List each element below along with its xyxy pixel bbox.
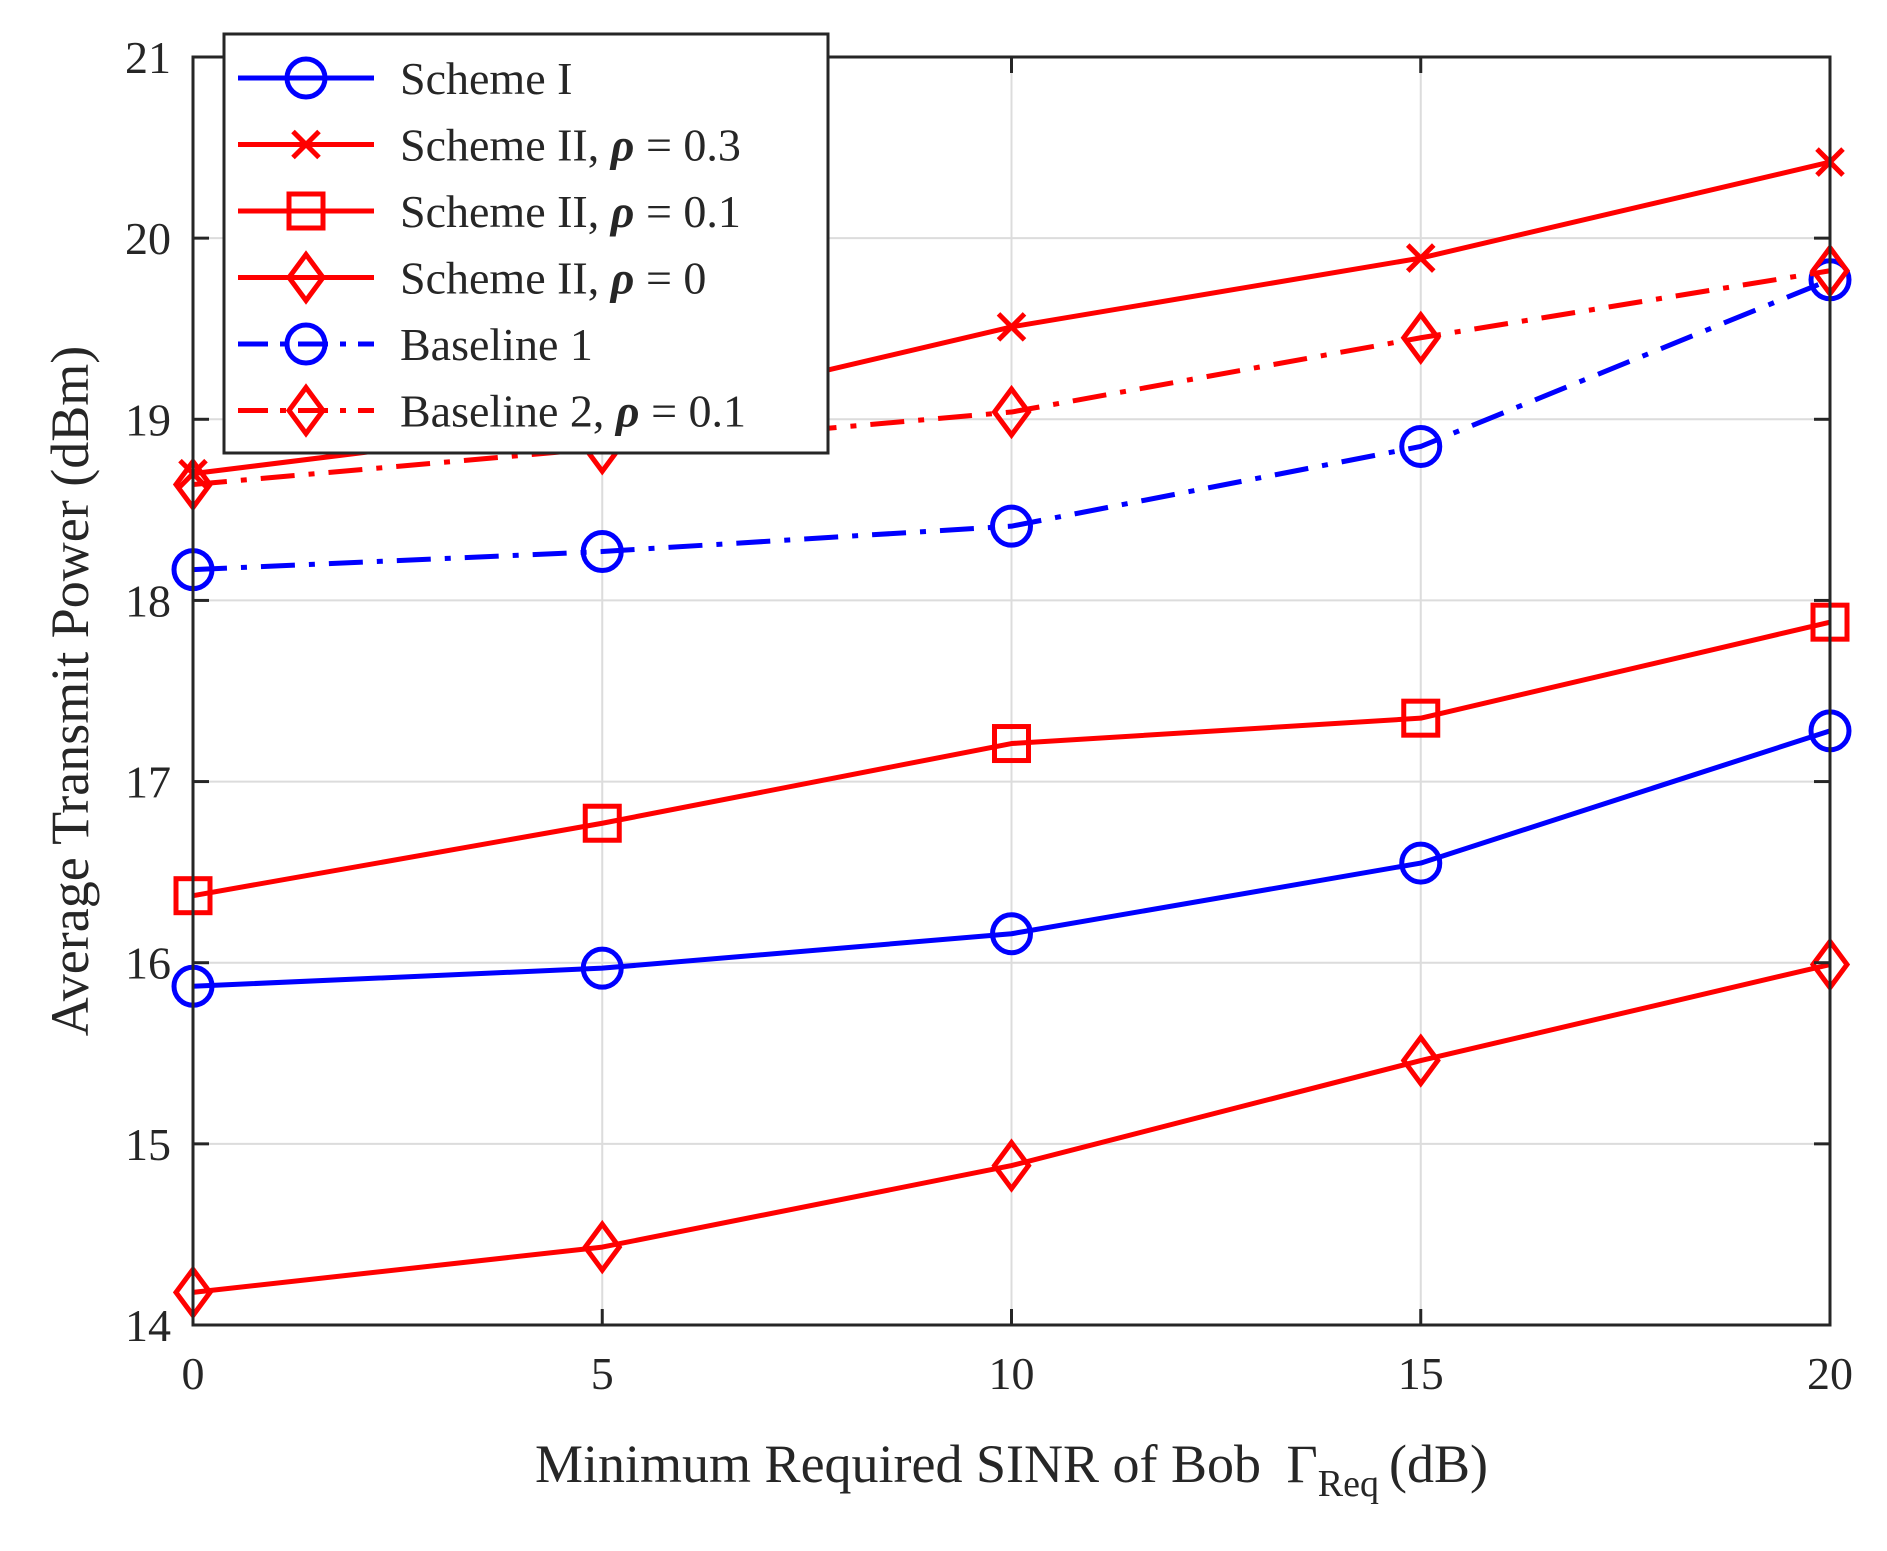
legend-label-symbol-5: ρ [614,386,640,437]
series-4-point-3 [1399,424,1443,468]
y-tick-label-0: 14 [125,1300,171,1351]
legend-swatch-marker-5 [285,383,327,438]
y-tick-label-5: 19 [125,394,171,445]
series-1-point-3 [1405,243,1436,273]
legend-label-0: Scheme I [400,53,572,104]
legend-item-4: Baseline 1 [238,319,593,370]
series-1-point-2 [996,312,1027,342]
legend-label-suffix-5: = 0.1 [640,386,746,437]
x-axis-label-unit: (dB) [1389,1434,1488,1494]
y-axis-label: Average Transmit Power (dBm) [40,346,100,1036]
legend-label-suffix-2: = 0.1 [634,186,740,237]
legend-swatch-marker-4 [284,322,328,366]
series-4-point-1 [580,530,624,574]
x-tick-label-0: 0 [182,1348,205,1399]
legend-label-4: Baseline 1 [400,319,593,370]
series-2-point-1 [582,803,622,843]
legend-label-prefix-3: Scheme II, [400,253,611,304]
legend-item-1: Scheme II, ρ = 0.3 [238,120,741,171]
legend-label-5: Baseline 2, ρ = 0.1 [400,386,746,437]
y-tick-label-2: 16 [125,938,171,989]
y-tick-label-1: 15 [125,1119,171,1170]
legend-label-suffix-1: = 0.3 [634,120,740,171]
series-5-line [192,268,1831,487]
series-3-point-3 [1400,1033,1441,1088]
legend-item-3: Scheme II, ρ = 0 [238,250,706,305]
x-tick-label-2: 10 [989,1348,1035,1399]
legend-label-symbol-3: ρ [609,253,635,304]
series-2-line [192,619,1831,899]
axis-ticks: 0 5 10 15 20 14 15 16 17 18 19 20 21 [125,32,1853,1399]
series-0-point-3 [1399,841,1443,885]
y-tick-label-6: 20 [125,213,171,264]
x-tick-label-1: 5 [591,1348,614,1399]
x-axis-label-subscript: Req [1318,1463,1379,1505]
legend-swatch-marker-0 [284,56,328,100]
series-3-line [192,962,1831,1295]
legend-swatch-marker-2 [286,191,326,231]
legend-box [222,32,830,455]
series-5 [172,243,1851,512]
legend-label-prefix-5: Baseline 2, [400,386,616,437]
series-5-point-3 [1400,310,1441,365]
x-tick-label-3: 15 [1398,1348,1444,1399]
series-0-line [192,728,1831,989]
legend-label-prefix-1: Scheme II, [400,120,611,171]
legend-label-prefix-4: Baseline 1 [400,319,593,370]
y-tick-label-7: 21 [125,32,171,83]
series-2-point-3 [1401,698,1441,738]
legend-label-3: Scheme II, ρ = 0 [400,253,706,304]
legend-label-symbol-2: ρ [609,186,635,237]
legend-label-2: Scheme II, ρ = 0.1 [400,186,741,237]
series-4-line [192,277,1831,573]
series-5-point-2 [991,384,1032,440]
legend-item-5: Baseline 2, ρ = 0.1 [238,383,746,438]
y-tick-label-3: 17 [125,757,171,808]
legend-label-1: Scheme II, ρ = 0.3 [400,120,741,171]
series-3-point-1 [582,1219,623,1275]
x-axis-label-text: Minimum Required SINR of Bob [535,1434,1261,1494]
plot-series [171,147,1852,1320]
legend-swatch-marker-3 [285,250,327,305]
series-3-point-2 [991,1138,1032,1193]
legend-swatch-marker-1 [291,129,321,160]
legend-item-0: Scheme I [238,53,572,104]
legend-label-prefix-2: Scheme II, [400,186,611,237]
x-tick-label-4: 20 [1807,1348,1853,1399]
x-axis-label-symbol: Γ [1287,1434,1318,1494]
legend-item-2: Scheme II, ρ = 0.1 [238,186,741,237]
series-4-point-2 [990,504,1033,548]
x-axis-label: Minimum Required SINR of Bob ΓReq (dB) [535,1434,1488,1505]
legend-label-symbol-1: ρ [609,120,635,171]
series-0-point-1 [580,946,624,990]
y-tick-label-4: 18 [125,575,171,626]
legend-label-suffix-3: = 0 [634,253,706,304]
legend-label-prefix-0: Scheme I [400,53,572,104]
series-2-point-2 [992,724,1031,764]
series-0-point-2 [990,912,1033,956]
